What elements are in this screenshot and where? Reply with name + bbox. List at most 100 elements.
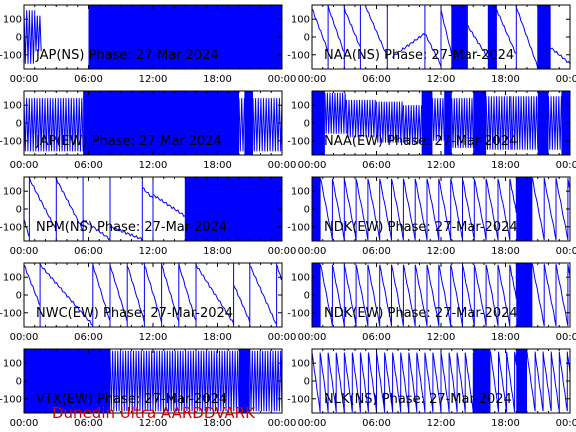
x-tick-label: 12:00 bbox=[427, 74, 456, 85]
series-line bbox=[276, 263, 282, 327]
series-line bbox=[252, 98, 282, 152]
chart-title: JAP(EW) Phase: 27-Mar-2024 bbox=[35, 134, 222, 149]
series-line bbox=[312, 5, 329, 69]
series-line bbox=[515, 5, 539, 69]
series-line bbox=[485, 96, 512, 150]
series-band bbox=[83, 91, 239, 155]
series-line bbox=[126, 263, 145, 327]
series-band bbox=[516, 349, 527, 413]
series-line bbox=[238, 98, 245, 152]
x-tick-label: 18:00 bbox=[491, 332, 520, 343]
y-tick-label: 0 bbox=[16, 291, 22, 302]
series-band bbox=[244, 91, 253, 155]
plot-traces bbox=[24, 5, 282, 69]
x-tick-label: 00:00 bbox=[10, 160, 39, 171]
x-tick-label: 00:00 bbox=[268, 246, 297, 257]
y-tick-label: 100 bbox=[3, 273, 22, 284]
x-tick-label: 00:00 bbox=[268, 74, 297, 85]
x-tick-label: 06:00 bbox=[74, 418, 103, 429]
series-band bbox=[451, 5, 468, 69]
x-tick-label: 00:00 bbox=[268, 160, 297, 171]
x-tick-label: 00:00 bbox=[556, 74, 576, 85]
x-tick-label: 00:00 bbox=[556, 246, 576, 257]
x-tick-label: 00:00 bbox=[298, 246, 327, 257]
x-tick-label: 06:00 bbox=[74, 246, 103, 257]
series-line bbox=[324, 92, 347, 134]
chart-panel: -100 0 100 00:00 06:00 12:00 18:00 00:00 NAA(NS)… bbox=[287, 4, 576, 85]
x-tick-label: 18:00 bbox=[203, 332, 232, 343]
series-line bbox=[55, 177, 84, 241]
y-tick-label: 0 bbox=[304, 205, 310, 216]
y-tick-label: -100 bbox=[287, 308, 310, 319]
x-tick-label: 00:00 bbox=[556, 418, 576, 429]
series-line bbox=[392, 5, 426, 69]
series-line bbox=[24, 10, 36, 64]
y-tick-label: 100 bbox=[3, 359, 22, 370]
x-tick-label: 00:00 bbox=[556, 160, 576, 171]
plot-traces bbox=[312, 263, 570, 327]
series-line bbox=[24, 177, 30, 241]
series-line bbox=[496, 5, 517, 69]
y-tick-label: -100 bbox=[0, 394, 22, 405]
chart-title: NPM(NS) Phase: 27-Mar-2024 bbox=[36, 220, 227, 235]
series-line bbox=[109, 350, 240, 412]
y-tick-label: 100 bbox=[291, 187, 310, 198]
series-band bbox=[473, 349, 491, 413]
series-line bbox=[142, 177, 154, 241]
series-line bbox=[467, 5, 489, 69]
series-line bbox=[402, 105, 423, 145]
x-tick-label: 00:00 bbox=[298, 160, 327, 171]
series-line bbox=[548, 96, 562, 150]
x-tick-label: 12:00 bbox=[427, 160, 456, 171]
y-tick-label: 0 bbox=[16, 119, 22, 130]
series-line bbox=[34, 15, 42, 52]
y-tick-label: 100 bbox=[3, 187, 22, 198]
series-line bbox=[531, 263, 570, 327]
y-tick-label: 100 bbox=[3, 101, 22, 112]
series-line bbox=[440, 5, 453, 69]
y-tick-label: -100 bbox=[0, 50, 22, 61]
y-tick-label: -100 bbox=[0, 222, 22, 233]
series-band bbox=[444, 91, 452, 155]
series-line bbox=[195, 263, 235, 327]
chart-panel: -100 0 100 00:00 06:00 12:00 18:00 00:00 NDK(EW)… bbox=[287, 176, 576, 257]
y-tick-label: 100 bbox=[291, 359, 310, 370]
series-band bbox=[312, 263, 321, 327]
x-tick-label: 18:00 bbox=[203, 246, 232, 257]
series-line bbox=[320, 264, 517, 327]
y-tick-label: -100 bbox=[287, 136, 310, 147]
plot-traces bbox=[24, 349, 282, 413]
series-line bbox=[184, 177, 282, 241]
series-line bbox=[109, 263, 128, 327]
series-line bbox=[312, 352, 474, 413]
y-tick-label: -100 bbox=[287, 394, 310, 405]
series-band bbox=[537, 91, 549, 155]
x-tick-label: 12:00 bbox=[427, 418, 456, 429]
series-line bbox=[92, 263, 111, 327]
x-tick-label: 06:00 bbox=[362, 332, 391, 343]
series-band bbox=[488, 5, 497, 69]
x-tick-label: 18:00 bbox=[203, 418, 232, 429]
plot-traces bbox=[312, 349, 570, 413]
series-line bbox=[178, 263, 197, 327]
y-tick-label: -100 bbox=[0, 136, 22, 147]
series-line bbox=[431, 98, 445, 141]
x-tick-label: 00:00 bbox=[10, 74, 39, 85]
x-tick-label: 06:00 bbox=[362, 74, 391, 85]
series-line bbox=[490, 351, 517, 413]
y-tick-label: -100 bbox=[0, 308, 22, 319]
y-tick-label: 0 bbox=[16, 33, 22, 44]
series-line bbox=[161, 263, 180, 327]
x-tick-label: 00:00 bbox=[10, 418, 39, 429]
chart-title: NWC(EW) Phase: 27-Mar-2024 bbox=[36, 306, 233, 321]
series-line bbox=[345, 99, 377, 138]
x-tick-label: 18:00 bbox=[491, 160, 520, 171]
chart-panel: -100 0 100 00:00 06:00 12:00 18:00 00:00 VTX(EW)… bbox=[0, 348, 296, 429]
x-tick-label: 18:00 bbox=[203, 74, 232, 85]
chart-panel: -100 0 100 00:00 06:00 12:00 18:00 00:00 NDK(EW)… bbox=[287, 262, 576, 343]
series-line bbox=[249, 350, 282, 412]
chart-title: VTX(EW) Phase: 27-Mar-2024 bbox=[36, 392, 227, 407]
chart-panel: -100 0 100 00:00 06:00 12:00 18:00 00:00 NAA(EW)… bbox=[287, 90, 576, 171]
y-tick-label: -100 bbox=[287, 222, 310, 233]
x-tick-label: 06:00 bbox=[74, 332, 103, 343]
